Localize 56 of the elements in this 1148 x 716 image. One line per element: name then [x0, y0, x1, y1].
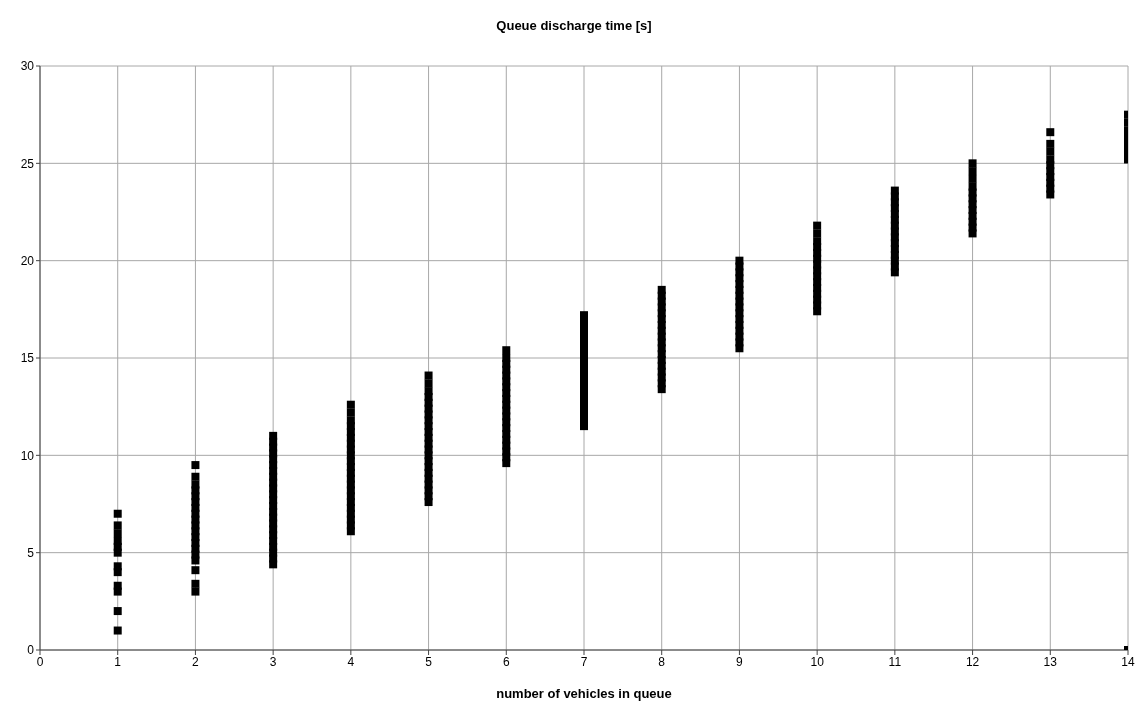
point [1046, 147, 1055, 156]
x-tick-label: 1 [114, 654, 122, 669]
x-tick-label: 7 [580, 654, 588, 669]
x-tick-label: 14 [1121, 654, 1135, 669]
x-tick-label: 12 [965, 654, 980, 669]
point [890, 186, 899, 195]
x-axis-title: number of vehicles in queue [496, 686, 672, 701]
point [502, 354, 511, 362]
chart-title: Queue discharge time [s] [495, 18, 653, 33]
point [968, 167, 977, 176]
y-tick-label: 30 [20, 59, 35, 74]
point [968, 182, 977, 191]
point [113, 562, 122, 571]
point [191, 566, 200, 575]
point [1046, 128, 1055, 137]
point [813, 237, 822, 246]
point [269, 431, 278, 440]
x-tick-label: 11 [888, 654, 902, 669]
y-tick-label: 25 [20, 156, 35, 171]
x-tick-label: 6 [502, 654, 510, 669]
x-tick-label: 13 [1043, 654, 1058, 669]
y-tick-label: 5 [27, 545, 35, 560]
point [813, 221, 822, 230]
point [191, 461, 200, 470]
point [502, 346, 511, 355]
point [191, 587, 200, 596]
point [346, 408, 355, 417]
point [1046, 139, 1055, 148]
point [191, 472, 200, 481]
point [113, 581, 122, 590]
point [968, 174, 977, 183]
point [113, 626, 122, 635]
x-tick-label: 2 [192, 654, 200, 669]
y-tick-label: 10 [20, 448, 35, 463]
y-tick-label: 20 [20, 253, 35, 268]
point [113, 521, 122, 530]
point [113, 509, 122, 518]
point [968, 159, 977, 168]
x-tick-label: 5 [425, 654, 433, 669]
x-tick-label: 10 [810, 654, 825, 669]
point [346, 400, 355, 409]
x-tick-label: 8 [658, 654, 666, 669]
point [113, 536, 122, 545]
x-tick-label: 3 [269, 654, 277, 669]
y-tick-label: 0 [27, 643, 35, 658]
point [191, 480, 200, 489]
x-tick-label: 4 [347, 654, 355, 669]
point [113, 607, 122, 616]
point [113, 529, 122, 538]
point [191, 579, 200, 588]
point [735, 256, 744, 265]
point [657, 285, 666, 294]
point [424, 387, 433, 396]
x-tick-label: 9 [736, 654, 744, 669]
point [424, 371, 433, 380]
y-tick-label: 15 [20, 351, 35, 366]
